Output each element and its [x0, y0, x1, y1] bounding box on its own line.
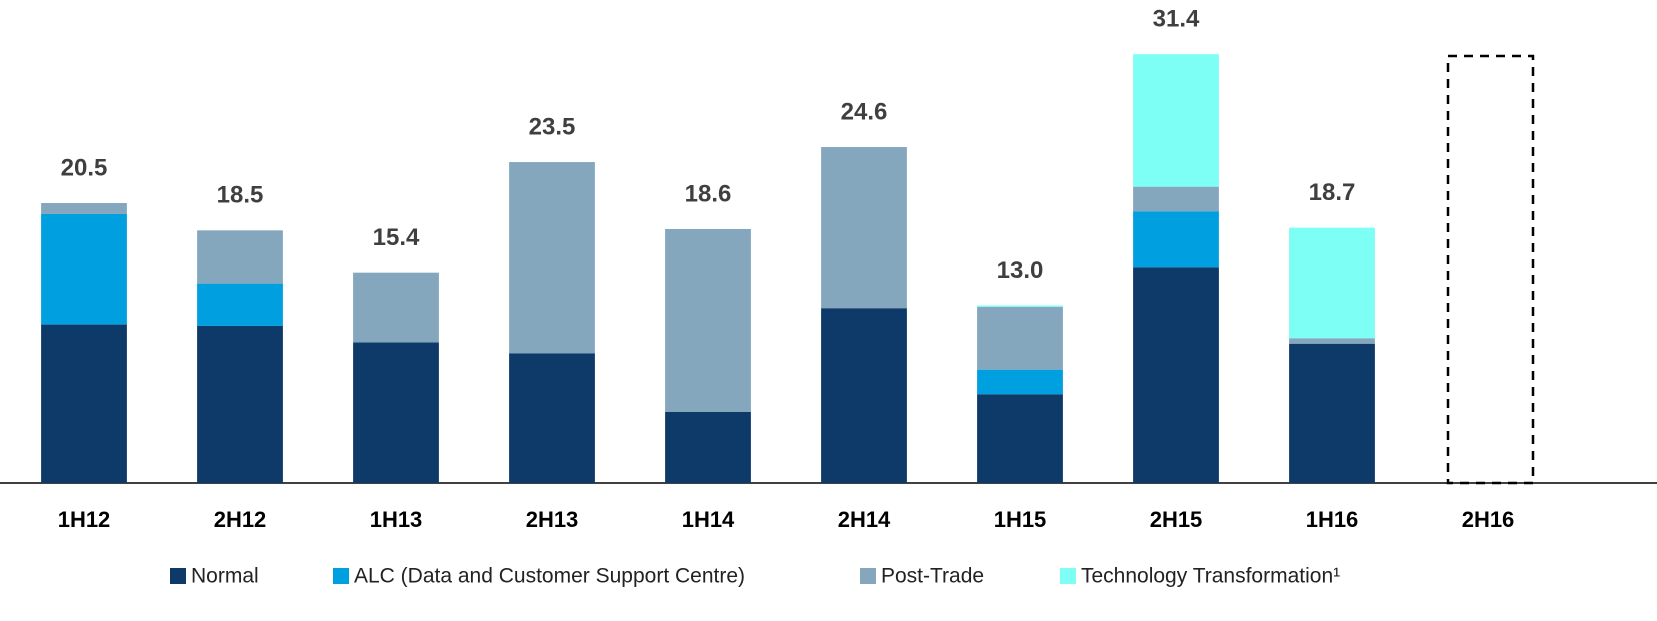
bar-segment [1133, 267, 1219, 483]
bar-segment [1133, 54, 1219, 187]
x-tick-label: 1H13 [370, 507, 423, 532]
bar-segment [821, 147, 907, 309]
x-tick-label: 2H14 [838, 507, 891, 532]
bar-segment [509, 162, 595, 354]
total-label: 18.6 [685, 180, 732, 207]
bar-segment [977, 306, 1063, 370]
x-tick-label: 2H16 [1462, 507, 1515, 532]
bar-segment [197, 230, 283, 284]
legend-label: Post-Trade [881, 565, 984, 588]
bar-segment [665, 411, 751, 483]
placeholder-bar [1446, 54, 1535, 485]
x-tick-label: 1H16 [1306, 507, 1359, 532]
bar-segment [1133, 186, 1219, 212]
bar-segment [821, 308, 907, 483]
total-label: 18.7 [1309, 179, 1356, 206]
x-tick-label: 1H12 [58, 507, 111, 532]
total-label: 15.4 [373, 224, 420, 251]
bar-segment [977, 305, 1063, 307]
bar-segment [509, 353, 595, 483]
bar-segment [41, 203, 127, 214]
total-label: 13.0 [997, 257, 1044, 284]
bar-segment [197, 283, 283, 326]
bar-segment [41, 213, 127, 325]
legend-label: Technology Transformation¹ [1081, 565, 1340, 588]
x-tick-label: 2H12 [214, 507, 267, 532]
total-label: 23.5 [529, 113, 576, 140]
bar-segment [1289, 227, 1375, 339]
legend-label: Normal [191, 565, 259, 588]
x-tick-label: 2H15 [1150, 507, 1203, 532]
total-label: 24.6 [841, 98, 888, 125]
bar-segment [665, 228, 751, 412]
legend-swatch [333, 568, 349, 584]
total-label: 20.5 [61, 154, 108, 181]
bar-segment [197, 325, 283, 483]
bar-segment [1289, 338, 1375, 344]
legend-swatch [1060, 568, 1076, 584]
legend-swatch [170, 568, 186, 584]
x-tick-label: 1H15 [994, 507, 1047, 532]
bar-segment [353, 342, 439, 483]
bar-segment [1133, 211, 1219, 268]
total-label: 31.4 [1153, 6, 1200, 33]
legend-label: ALC (Data and Customer Support Centre) [354, 565, 745, 588]
total-label: 18.5 [217, 182, 264, 209]
bar-segment [1289, 343, 1375, 483]
bar-segment [977, 394, 1063, 483]
x-tick-label: 2H13 [526, 507, 579, 532]
legend-swatch [860, 568, 876, 584]
bar-segment [977, 369, 1063, 395]
bar-segment [353, 272, 439, 343]
bar-segment [41, 324, 127, 483]
x-tick-label: 1H14 [682, 507, 735, 532]
